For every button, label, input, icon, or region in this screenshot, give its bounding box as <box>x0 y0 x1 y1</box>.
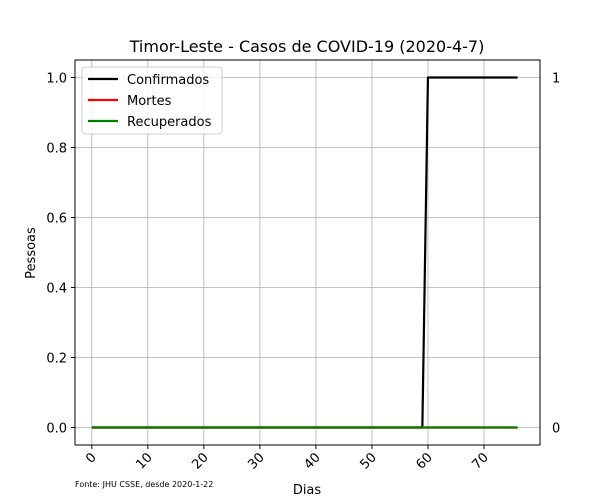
x-tick-label: 0 <box>83 450 99 466</box>
plot-frame <box>74 59 541 446</box>
x-tick-label: 40 <box>301 450 323 472</box>
y-tick-label: 0.8 <box>46 142 67 157</box>
right-annotations: 10 <box>552 72 560 437</box>
right-annotation: 1 <box>552 72 560 87</box>
x-tick-label: 60 <box>413 450 435 472</box>
legend-box <box>81 66 223 135</box>
x-tick-label: 20 <box>189 450 211 472</box>
y-axis-label: Pessoas <box>24 227 39 279</box>
legend-label: Mortes <box>127 94 172 109</box>
series-layer <box>91 76 518 429</box>
y-tick-label: 0.6 <box>46 212 67 227</box>
y-tick-label: 1.0 <box>46 72 67 87</box>
source-note: Fonte: JHU CSSE, desde 2020-1-22 <box>75 480 213 489</box>
x-tick-label: 70 <box>469 450 491 472</box>
legend: Confirmados Mortes Recuperados <box>81 66 223 135</box>
y-tick-label: 0.0 <box>46 422 67 437</box>
y-tick-label: 0.4 <box>46 282 67 297</box>
x-tick-label: 10 <box>133 450 155 472</box>
y-axis-ticks: 0.0 0.2 0.4 0.6 0.8 1.0 <box>46 72 75 437</box>
x-axis-label: Dias <box>293 483 322 498</box>
x-tick-label: 30 <box>245 450 267 472</box>
legend-label: Recuperados <box>127 115 212 130</box>
chart-title: Timor-Leste - Casos de COVID-19 (2020-4-… <box>129 37 485 56</box>
legend-label: Confirmados <box>127 73 209 88</box>
x-tick-label: 50 <box>357 450 379 472</box>
x-axis-ticks: 0 10 20 30 40 50 60 70 <box>83 445 492 473</box>
right-annotation: 0 <box>552 422 560 437</box>
y-tick-label: 0.2 <box>46 352 67 367</box>
